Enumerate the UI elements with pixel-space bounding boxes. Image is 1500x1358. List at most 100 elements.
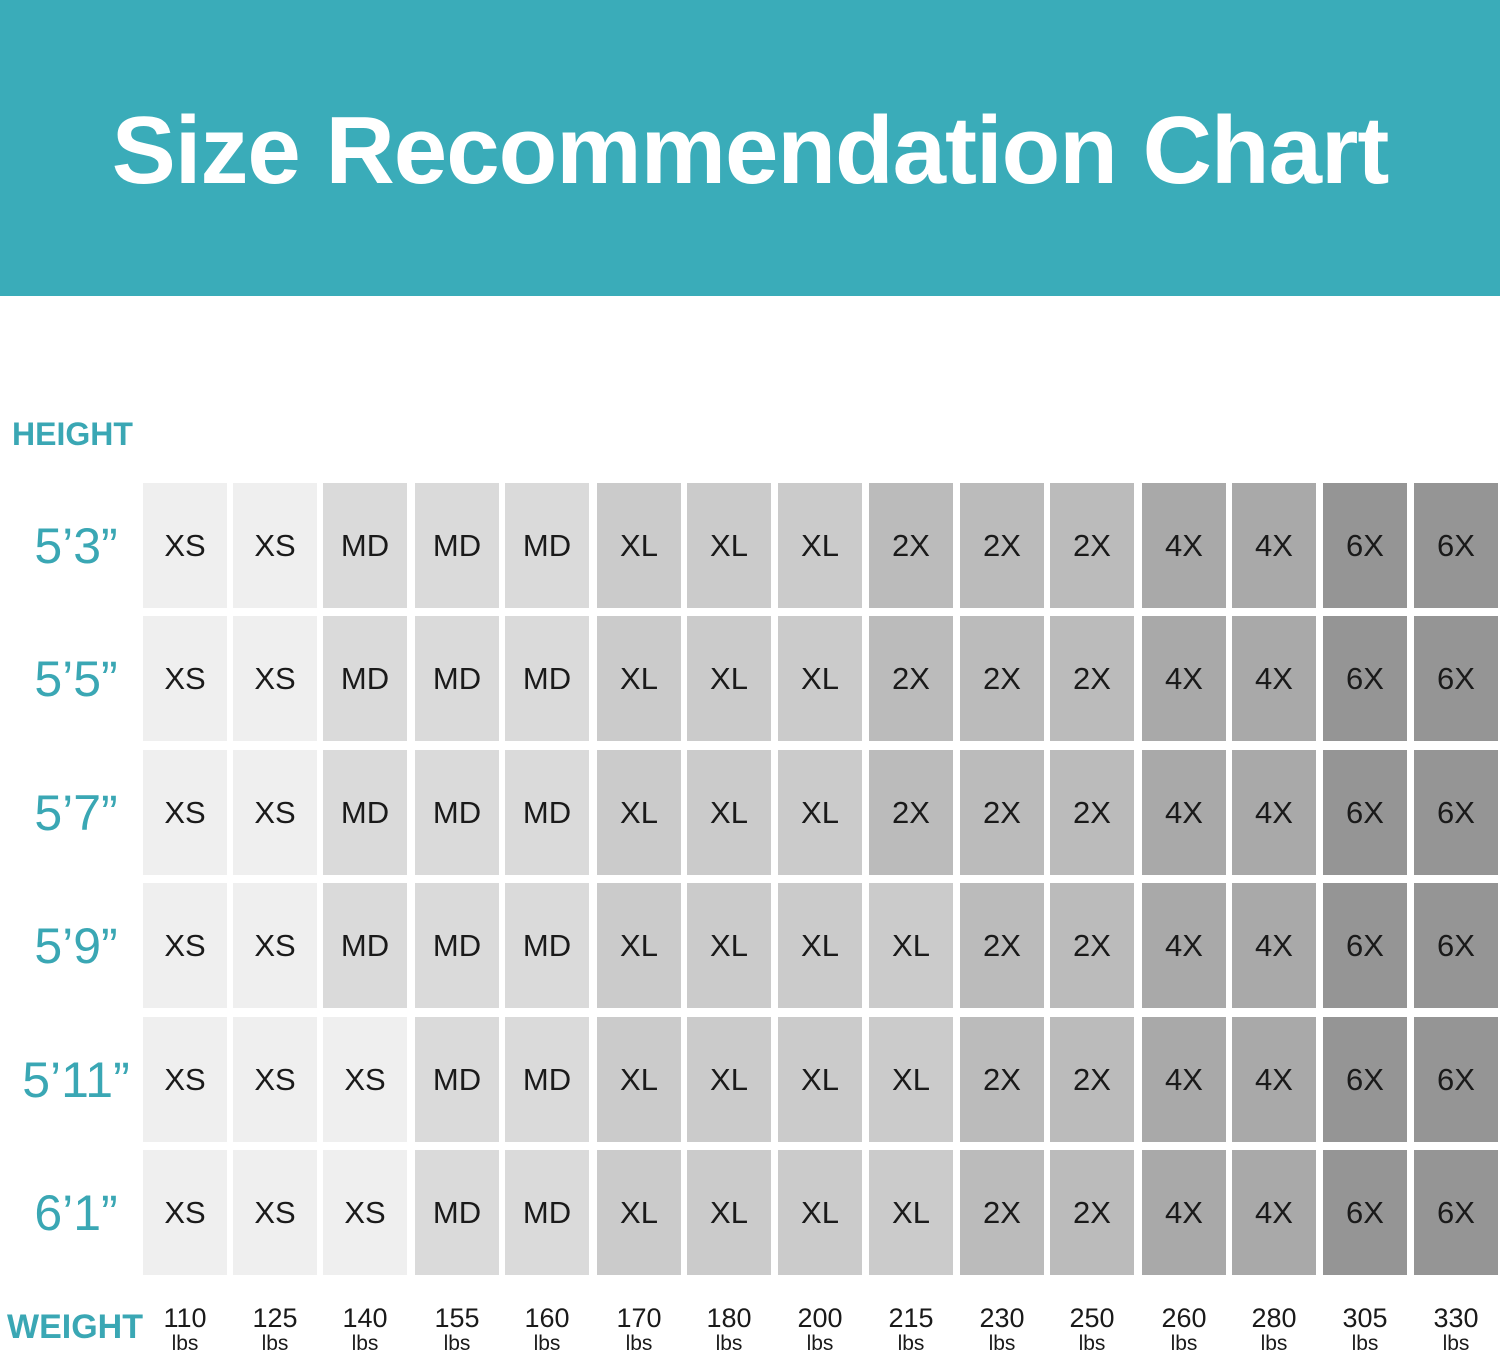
size-cell: 4X (1142, 483, 1226, 608)
weight-label: 280 lbs (1229, 1303, 1319, 1355)
size-cell: XL (778, 750, 862, 875)
size-cell: XL (687, 483, 771, 608)
size-cell: XS (323, 1150, 407, 1275)
weight-unit: lbs (625, 1332, 653, 1355)
size-cell: 2X (1050, 616, 1134, 741)
size-cell: 6X (1323, 616, 1407, 741)
weight-value: 170 (616, 1303, 662, 1333)
size-cell: XL (778, 883, 862, 1008)
size-cell: MD (505, 1017, 589, 1142)
size-cell: XS (233, 750, 317, 875)
size-cell: XL (869, 883, 953, 1008)
height-label: 5’5” (34, 651, 118, 707)
weight-label: 215 lbs (866, 1303, 956, 1355)
size-cell: 4X (1142, 1150, 1226, 1275)
size-cell: 6X (1414, 1017, 1498, 1142)
size-cell: XS (233, 883, 317, 1008)
size-cell: 4X (1142, 1017, 1226, 1142)
size-cell: XS (233, 483, 317, 608)
height-label: 5’11” (22, 1052, 130, 1108)
weight-unit: lbs (715, 1332, 743, 1355)
size-cell: MD (415, 616, 499, 741)
weight-unit: lbs (1260, 1332, 1288, 1355)
weight-unit: lbs (1078, 1332, 1106, 1355)
weight-value: 260 (1161, 1303, 1207, 1333)
size-cell: 2X (1050, 1017, 1134, 1142)
size-cell: 2X (960, 750, 1044, 875)
size-cell: 6X (1323, 483, 1407, 608)
weight-label: 260 lbs (1139, 1303, 1229, 1355)
size-cell: XL (778, 483, 862, 608)
size-cell: 4X (1232, 1150, 1316, 1275)
size-cell: XS (143, 616, 227, 741)
size-cell: 2X (869, 750, 953, 875)
weight-unit: lbs (1170, 1332, 1198, 1355)
size-cell: 2X (960, 883, 1044, 1008)
weight-value: 125 (252, 1303, 298, 1333)
size-cell: XL (597, 883, 681, 1008)
weight-value: 180 (706, 1303, 752, 1333)
size-cell: XL (687, 1150, 771, 1275)
size-cell: XL (687, 1017, 771, 1142)
size-cell: XL (687, 750, 771, 875)
title-banner: Size Recommendation Chart (0, 0, 1500, 296)
size-cell: MD (505, 1150, 589, 1275)
size-cell: XL (869, 1017, 953, 1142)
weight-unit: lbs (1442, 1332, 1470, 1355)
size-cell: MD (505, 616, 589, 741)
height-label: 6’1” (34, 1185, 118, 1241)
weight-label: 200 lbs (775, 1303, 865, 1355)
weight-value: 330 (1433, 1303, 1479, 1333)
weight-value: 215 (888, 1303, 934, 1333)
size-cell: XS (143, 883, 227, 1008)
weight-value: 280 (1251, 1303, 1297, 1333)
weight-unit: lbs (897, 1332, 925, 1355)
weight-value: 140 (342, 1303, 388, 1333)
size-cell: XS (323, 1017, 407, 1142)
size-cell: MD (415, 1150, 499, 1275)
size-cell: 6X (1414, 483, 1498, 608)
weight-label: 110 lbs (140, 1303, 230, 1355)
size-cell: XL (778, 616, 862, 741)
size-cell: 2X (1050, 1150, 1134, 1275)
size-cell: XS (233, 1150, 317, 1275)
weight-value: 155 (434, 1303, 480, 1333)
size-cell: XL (597, 750, 681, 875)
chart-title: Size Recommendation Chart (111, 97, 1390, 204)
size-cell: XS (143, 1017, 227, 1142)
size-cell: XL (778, 1150, 862, 1275)
weight-value: 160 (524, 1303, 570, 1333)
size-cell: XL (597, 616, 681, 741)
weight-axis-label: WEIGHT (7, 1308, 143, 1346)
weight-label: 170 lbs (594, 1303, 684, 1355)
size-cell: MD (415, 1017, 499, 1142)
weight-unit: lbs (171, 1332, 199, 1355)
size-cell: XL (597, 1150, 681, 1275)
size-cell: 6X (1323, 1017, 1407, 1142)
size-cell: 4X (1232, 483, 1316, 608)
size-cell: MD (415, 483, 499, 608)
size-cell: 6X (1323, 883, 1407, 1008)
size-cell: 4X (1232, 616, 1316, 741)
size-cell: 6X (1323, 750, 1407, 875)
size-cell: MD (323, 750, 407, 875)
weight-unit: lbs (351, 1332, 379, 1355)
size-cell: 6X (1414, 750, 1498, 875)
size-cell: MD (415, 750, 499, 875)
height-label: 5’9” (34, 918, 118, 974)
size-cell: 2X (869, 483, 953, 608)
size-cell: 2X (1050, 750, 1134, 875)
weight-label: 250 lbs (1047, 1303, 1137, 1355)
size-cell: 4X (1142, 750, 1226, 875)
weight-unit: lbs (261, 1332, 289, 1355)
weight-label: 160 lbs (502, 1303, 592, 1355)
size-cell: 6X (1414, 883, 1498, 1008)
size-cell: 6X (1414, 616, 1498, 741)
weight-value: 230 (979, 1303, 1025, 1333)
size-cell: 4X (1232, 750, 1316, 875)
size-cell: 4X (1232, 883, 1316, 1008)
size-cell: 4X (1232, 1017, 1316, 1142)
weight-unit: lbs (1351, 1332, 1379, 1355)
size-cell: XL (778, 1017, 862, 1142)
size-cell: MD (323, 883, 407, 1008)
